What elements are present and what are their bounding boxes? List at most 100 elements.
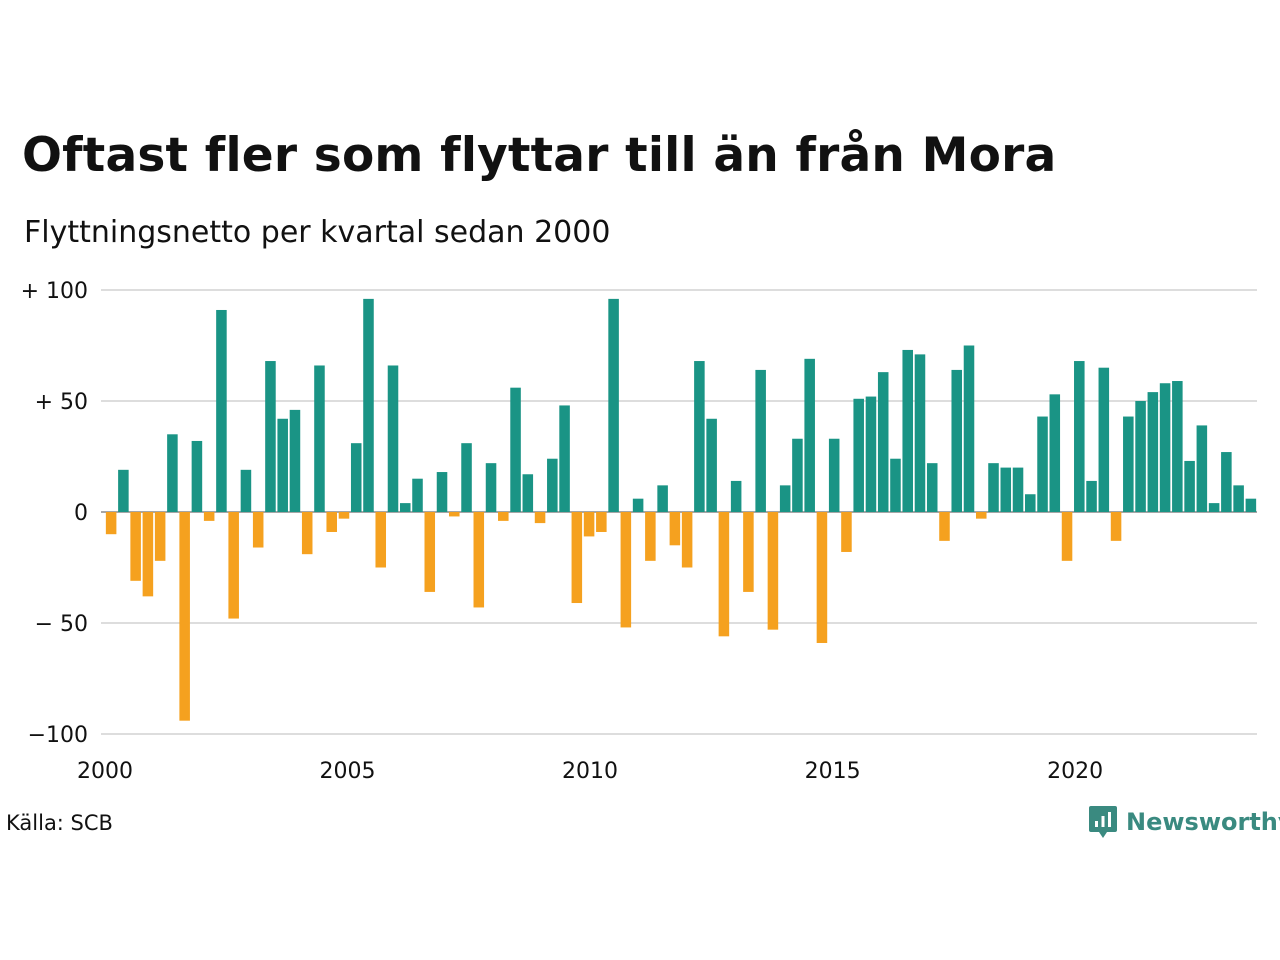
- bars: [105, 298, 1257, 721]
- x-axis-ticks: 2000 2005 2010 2015 2020: [77, 759, 1103, 784]
- bar: [375, 512, 387, 568]
- y-axis-ticks: + 100 + 50 0 − 50 −100: [21, 279, 88, 748]
- bar: [828, 438, 840, 512]
- bar: [1172, 381, 1183, 512]
- bar: [853, 398, 864, 512]
- brand-name: Newsworthy: [1126, 808, 1280, 836]
- bar: [877, 372, 889, 512]
- bar: [1159, 383, 1171, 512]
- bar: [1049, 394, 1061, 512]
- y-tick-label: − 50: [35, 612, 88, 637]
- x-tick-label: 2010: [562, 759, 618, 784]
- bar: [902, 349, 913, 512]
- bar: [792, 438, 803, 512]
- source-note: Källa: SCB: [6, 811, 113, 835]
- x-tick-label: 2005: [320, 759, 376, 784]
- bar: [1061, 512, 1073, 561]
- bar: [461, 443, 472, 512]
- bar: [718, 512, 730, 637]
- bar: [804, 358, 815, 512]
- bar: [240, 469, 252, 512]
- bar: [436, 472, 448, 512]
- y-tick-label: −100: [28, 723, 88, 748]
- y-tick-label: + 50: [35, 390, 88, 415]
- bar: [620, 512, 632, 628]
- bar: [289, 409, 301, 512]
- bar: [608, 298, 619, 512]
- bar: [706, 418, 717, 512]
- bar: [1037, 416, 1048, 512]
- bar: [583, 512, 595, 537]
- bar: [963, 345, 975, 512]
- bar: [1221, 452, 1232, 512]
- bar: [449, 512, 460, 517]
- bar: [485, 463, 497, 512]
- bar: [632, 498, 644, 512]
- bar: [1123, 416, 1134, 512]
- bar: [975, 512, 987, 519]
- newsworthy-brand[interactable]: Newsworthy: [1088, 804, 1280, 840]
- chart-subtitle: Flyttningsnetto per kvartal sedan 2000: [24, 215, 611, 250]
- bar: [657, 485, 668, 512]
- bar: [816, 512, 828, 643]
- bar: [890, 458, 901, 512]
- newsworthy-logo-icon: [1089, 806, 1117, 838]
- bar: [743, 512, 754, 592]
- bar: [473, 512, 485, 608]
- bar: [1196, 425, 1208, 512]
- bar: [387, 365, 399, 512]
- chart-title: Oftast fler som flyttar till än från Mor…: [22, 128, 1057, 183]
- bar: [534, 512, 546, 524]
- bar: [596, 512, 607, 532]
- bar: [841, 512, 852, 552]
- bar: [1147, 392, 1159, 512]
- bar: [228, 512, 239, 619]
- x-tick-label: 2015: [805, 759, 861, 784]
- bar: [191, 440, 203, 512]
- bar: [1000, 467, 1012, 512]
- bar: [265, 361, 276, 512]
- bar: [939, 512, 950, 541]
- bar: [767, 512, 779, 630]
- bar: [338, 512, 350, 519]
- bar: [730, 480, 742, 512]
- bar: [277, 418, 288, 512]
- bar: [522, 474, 534, 512]
- bar: [1184, 460, 1195, 512]
- bar: [1098, 367, 1110, 512]
- bar: [779, 485, 791, 512]
- bar: [865, 396, 877, 512]
- bar: [1245, 498, 1257, 512]
- bar: [179, 512, 190, 721]
- bar: [988, 463, 999, 512]
- y-tick-label: + 100: [21, 279, 88, 304]
- bar: [326, 512, 337, 532]
- bar: [547, 458, 558, 512]
- bar: [142, 512, 154, 597]
- y-tick-label: 0: [74, 501, 88, 526]
- bar: [1086, 480, 1097, 512]
- bar: [154, 512, 166, 561]
- bar: [914, 354, 926, 512]
- bar: [669, 512, 681, 546]
- bar: [510, 387, 521, 512]
- bar: [498, 512, 509, 521]
- bar: [301, 512, 313, 555]
- bar: [118, 469, 129, 512]
- bar: [350, 443, 362, 512]
- bar: [559, 405, 570, 512]
- bar: [926, 463, 938, 512]
- bar: [363, 298, 374, 512]
- x-tick-label: 2000: [77, 759, 133, 784]
- bar: [424, 512, 436, 592]
- bar: [1012, 467, 1024, 512]
- bar: [1208, 503, 1220, 512]
- bar: [1110, 512, 1122, 541]
- bar: [681, 512, 693, 568]
- bar: [571, 512, 583, 604]
- bar: [1135, 401, 1146, 512]
- bar: [755, 369, 766, 512]
- bar-chart: + 100 + 50 0 − 50 −100 2000 2005 2010 2015 2020: [21, 279, 1257, 784]
- x-tick-label: 2020: [1047, 759, 1103, 784]
- bar: [252, 512, 264, 548]
